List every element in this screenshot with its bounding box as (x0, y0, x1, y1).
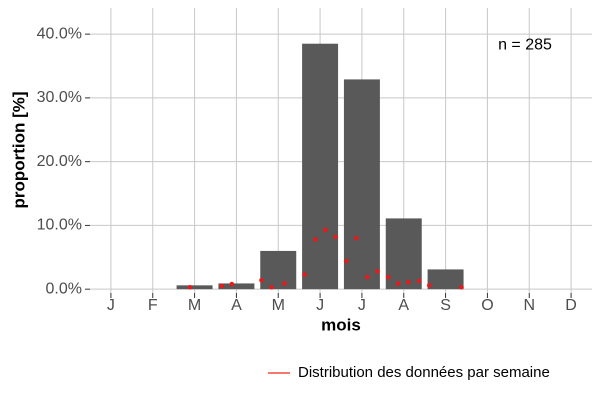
y-tick-label: 0.0% (46, 280, 82, 297)
point (406, 279, 411, 285)
point (354, 235, 359, 241)
x-tick-label: S (440, 297, 451, 314)
point (396, 281, 401, 286)
bar (343, 79, 380, 290)
point (219, 283, 225, 289)
bar (385, 218, 422, 290)
point (259, 277, 264, 283)
bar (302, 43, 339, 290)
bar (176, 285, 213, 290)
x-tick-label: D (565, 297, 577, 314)
x-tick-label: J (358, 297, 366, 314)
point (302, 272, 307, 277)
x-tick-label: J (316, 297, 324, 314)
point (229, 281, 235, 287)
y-tick-label: 40.0% (37, 25, 82, 42)
point (375, 269, 380, 274)
bar (427, 269, 464, 290)
y-tick-label: 30.0% (37, 89, 82, 106)
y-tick-label: 10.0% (37, 217, 82, 234)
x-tick-label: A (231, 297, 242, 314)
x-tick-label: M (188, 297, 201, 314)
point (344, 258, 349, 264)
y-tick-label: 20.0% (37, 153, 82, 170)
point (459, 284, 464, 290)
x-axis-title: mois (321, 315, 361, 334)
x-tick-label: M (272, 297, 285, 314)
y-axis-title: proportion [%] (9, 91, 28, 208)
x-tick-label: J (107, 297, 115, 314)
point (416, 278, 422, 284)
point (187, 284, 193, 290)
point (313, 237, 318, 242)
legend-label: Distribution des données par semaine (298, 364, 550, 381)
annotation: n = 285 (498, 36, 552, 53)
x-tick-label: F (148, 297, 158, 314)
point (323, 227, 328, 233)
point (269, 284, 274, 290)
bar (260, 250, 297, 290)
x-tick-label: A (398, 297, 409, 314)
x-tick-label: N (523, 297, 535, 314)
point (365, 274, 370, 280)
x-tick-label: O (481, 297, 493, 314)
point (426, 283, 432, 288)
point (385, 274, 391, 280)
bar (218, 283, 255, 290)
point (333, 234, 338, 240)
point (282, 281, 287, 286)
